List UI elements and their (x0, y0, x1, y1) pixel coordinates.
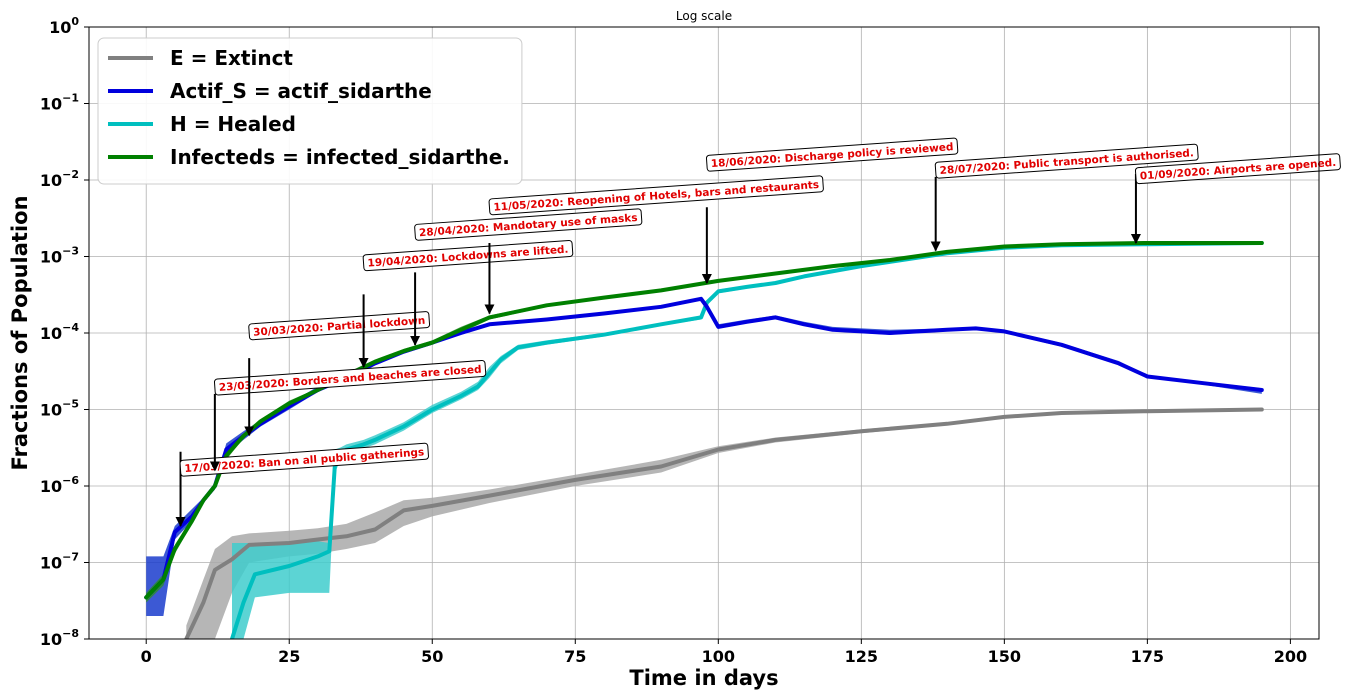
legend-box (97, 37, 523, 185)
annotation-box (248, 311, 431, 341)
y-axis-ticks: 10−8 10−7 10−6 10−5 10−4 10−3 10−2 10−1 100 (40, 15, 89, 649)
x-tick-label: 100 (702, 647, 735, 666)
series-line-0 (184, 407, 1264, 639)
y-axis-label: Fractions of Population (8, 195, 32, 470)
x-tick-label: 0 (141, 647, 152, 666)
series-bands (146, 242, 1262, 639)
y-tick-label: 10−1 (40, 92, 79, 114)
chart-title: Log scale (676, 9, 732, 23)
y-tick-label: 10−7 (40, 551, 79, 573)
y-tick-label: 100 (49, 15, 79, 37)
y-tick-label: 10−2 (40, 168, 79, 190)
x-tick-label: 75 (564, 647, 586, 666)
series-band-0 (186, 408, 1262, 639)
x-tick-label: 50 (421, 647, 443, 666)
x-tick-label: 150 (988, 647, 1021, 666)
annotation-box (179, 442, 429, 477)
series-line-2 (230, 241, 1264, 639)
legend-label: Infecteds = infected_sidarthe. (170, 145, 510, 169)
legend-label: H = Healed (170, 112, 296, 136)
x-tick-label: 175 (1131, 647, 1164, 666)
annotation-box (362, 240, 574, 272)
x-axis-label: Time in days (629, 666, 778, 690)
legend-label: Actif_S = actif_sidarthe (170, 79, 432, 103)
series-line-3 (144, 241, 1264, 600)
y-tick-label: 10−6 (40, 474, 79, 496)
x-tick-label: 200 (1274, 647, 1307, 666)
y-tick-label: 10−3 (40, 245, 79, 267)
annotation-box (488, 175, 824, 216)
y-tick-label: 10−4 (40, 321, 79, 343)
legend: E = Extinct Actif_S = actif_sidarthe H = H… (97, 37, 523, 185)
y-tick-label: 10−5 (40, 398, 79, 420)
series-lines (144, 241, 1264, 639)
x-tick-label: 25 (278, 647, 300, 666)
y-tick-label: 10−8 (40, 627, 79, 649)
annotation-box (414, 208, 643, 241)
annotation-box (213, 360, 487, 396)
annotation-box (934, 143, 1199, 179)
annotation-box (1134, 153, 1341, 185)
annotation-box (705, 137, 959, 172)
x-axis-ticks: 0 25 50 75 100 125 150 175 200 (141, 639, 1307, 666)
x-tick-label: 125 (845, 647, 878, 666)
legend-label: E = Extinct (170, 46, 293, 70)
